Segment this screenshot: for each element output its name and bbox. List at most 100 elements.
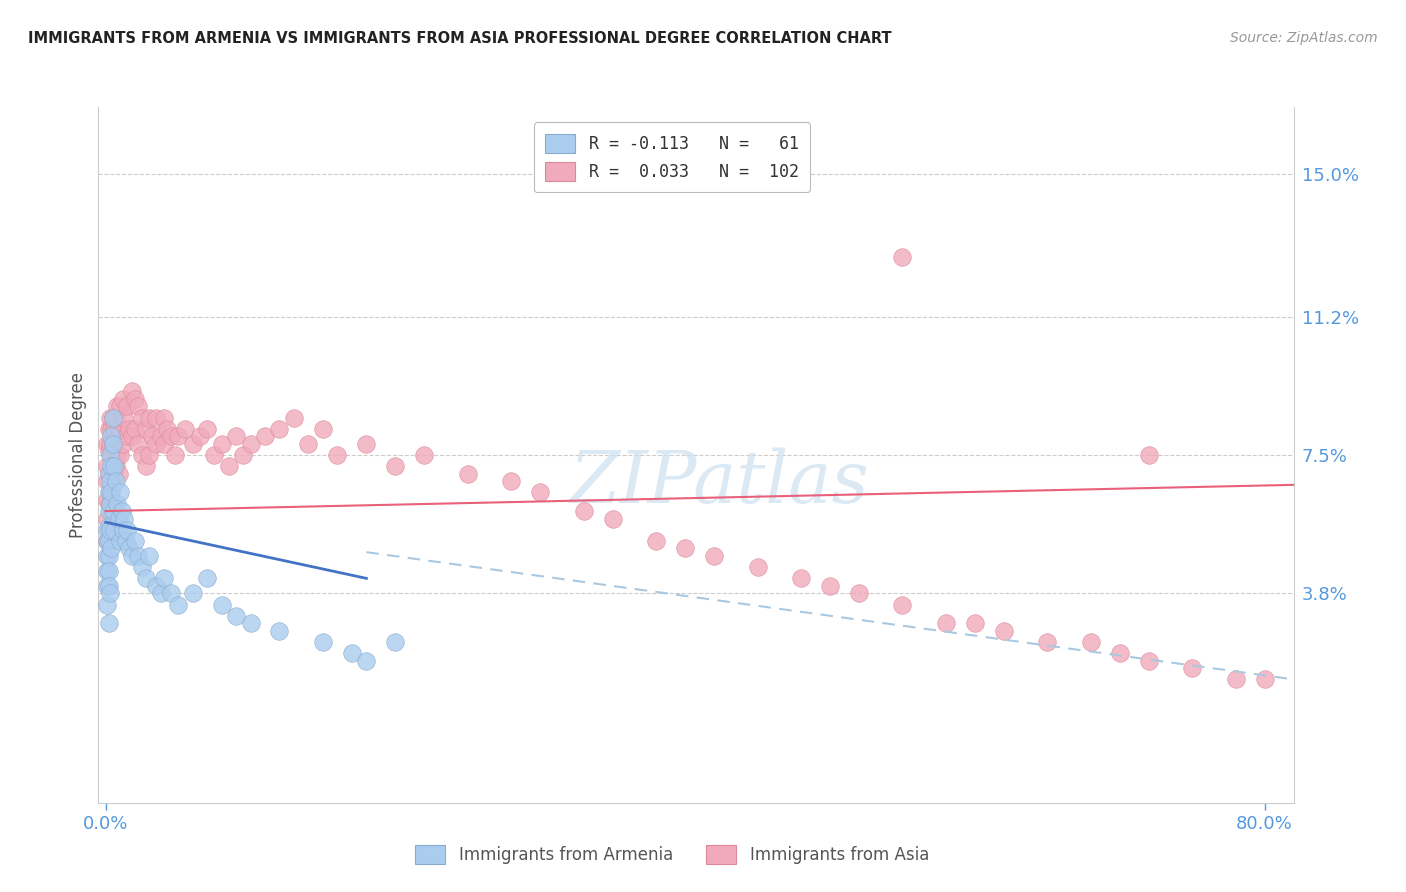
Point — [97, 549, 120, 563]
Point — [108, 399, 131, 413]
Point — [105, 448, 128, 462]
Point — [97, 504, 120, 518]
Point — [135, 459, 157, 474]
Point — [195, 422, 218, 436]
Point — [174, 422, 197, 436]
Point — [602, 511, 624, 525]
Point — [97, 497, 120, 511]
Point — [121, 549, 143, 563]
Point — [356, 436, 378, 450]
Point — [127, 399, 149, 413]
Point — [145, 579, 167, 593]
Point — [103, 459, 125, 474]
Point — [96, 511, 118, 525]
Point — [118, 541, 141, 556]
Point — [239, 616, 262, 631]
Point — [100, 422, 122, 436]
Point — [457, 467, 479, 481]
Point — [112, 436, 135, 450]
Point — [124, 422, 146, 436]
Point — [98, 485, 121, 500]
Point — [225, 429, 247, 443]
Point — [1108, 646, 1130, 660]
Point — [96, 579, 118, 593]
Point — [848, 586, 870, 600]
Point — [340, 646, 363, 660]
Point — [108, 485, 131, 500]
Point — [131, 410, 153, 425]
Point — [297, 436, 319, 450]
Point — [100, 448, 122, 462]
Point — [107, 511, 129, 525]
Y-axis label: Professional Degree: Professional Degree — [69, 372, 87, 538]
Point — [127, 549, 149, 563]
Point — [1080, 635, 1102, 649]
Point — [195, 571, 218, 585]
Point — [101, 410, 124, 425]
Point — [155, 422, 177, 436]
Point — [790, 571, 813, 585]
Point — [165, 448, 187, 462]
Point — [1181, 661, 1204, 675]
Point — [818, 579, 841, 593]
Point — [98, 448, 121, 462]
Point — [384, 459, 406, 474]
Point — [145, 436, 167, 450]
Point — [152, 571, 174, 585]
Point — [101, 436, 124, 450]
Point — [97, 485, 120, 500]
Point — [131, 448, 153, 462]
Point — [97, 533, 120, 548]
Point — [103, 467, 125, 481]
Point — [97, 579, 120, 593]
Legend: Immigrants from Armenia, Immigrants from Asia: Immigrants from Armenia, Immigrants from… — [405, 835, 939, 874]
Point — [747, 560, 769, 574]
Point — [232, 448, 254, 462]
Point — [114, 410, 136, 425]
Point — [108, 448, 131, 462]
Point — [97, 467, 120, 481]
Point — [160, 429, 183, 443]
Point — [145, 410, 167, 425]
Point — [269, 422, 291, 436]
Point — [124, 533, 146, 548]
Point — [312, 422, 335, 436]
Point — [239, 436, 262, 450]
Point — [891, 250, 914, 264]
Point — [993, 624, 1015, 638]
Point — [135, 422, 157, 436]
Point — [96, 533, 118, 548]
Point — [112, 392, 135, 406]
Text: Source: ZipAtlas.com: Source: ZipAtlas.com — [1230, 31, 1378, 45]
Point — [97, 444, 120, 458]
Point — [112, 523, 135, 537]
Point — [100, 504, 122, 518]
Point — [121, 384, 143, 399]
Point — [253, 429, 276, 443]
Point — [117, 399, 139, 413]
Point — [1137, 654, 1160, 668]
Point — [152, 410, 174, 425]
Point — [124, 392, 146, 406]
Text: IMMIGRANTS FROM ARMENIA VS IMMIGRANTS FROM ASIA PROFESSIONAL DEGREE CORRELATION : IMMIGRANTS FROM ARMENIA VS IMMIGRANTS FR… — [28, 31, 891, 46]
Point — [97, 422, 120, 436]
Point — [152, 436, 174, 450]
Point — [149, 429, 172, 443]
Point — [1225, 673, 1247, 687]
Point — [98, 410, 121, 425]
Point — [138, 549, 160, 563]
Point — [211, 436, 233, 450]
Point — [269, 624, 291, 638]
Point — [645, 533, 668, 548]
Point — [529, 485, 551, 500]
Point — [96, 533, 118, 548]
Point — [96, 523, 118, 537]
Point — [96, 564, 118, 578]
Point — [963, 616, 986, 631]
Point — [98, 497, 121, 511]
Point — [96, 436, 118, 450]
Point — [135, 571, 157, 585]
Point — [935, 616, 957, 631]
Point — [97, 564, 120, 578]
Point — [101, 497, 124, 511]
